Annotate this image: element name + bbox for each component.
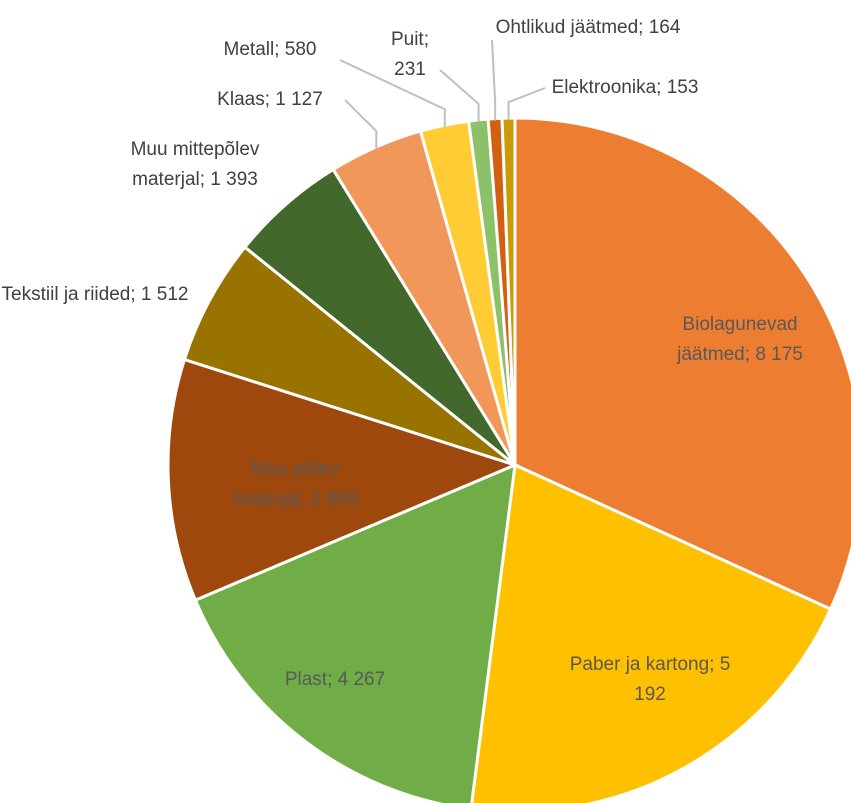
value-label: 164 xyxy=(648,17,681,38)
category-name: Plast xyxy=(284,669,328,690)
label-separator: ; xyxy=(327,669,338,690)
data-label: Ohtlikud jäätmed; 164 xyxy=(458,13,718,43)
data-label: Plast; 4 267 xyxy=(255,665,415,695)
data-label: Muu põlev materjal; 2 899 xyxy=(225,455,365,515)
label-separator: ; xyxy=(199,169,211,190)
data-label: Metall; 580 xyxy=(195,35,345,65)
label-separator: ; xyxy=(299,489,311,510)
value-label: 2 899 xyxy=(310,489,358,510)
label-separator: ; xyxy=(744,344,756,365)
label-separator: ; xyxy=(264,89,276,110)
data-label: Muu mittepõlev materjal; 1 393 xyxy=(95,135,295,195)
data-label: Puit; 231 xyxy=(380,25,440,85)
category-name: Klaas xyxy=(217,89,265,110)
data-label: Tekstiil ja riided; 1 512 xyxy=(0,280,195,310)
leader-line xyxy=(339,59,446,128)
value-label: 1 127 xyxy=(275,89,323,110)
value-label: 231 xyxy=(394,59,426,80)
pie-slice xyxy=(193,462,517,803)
data-label: Paber ja kartong; 5 192 xyxy=(555,650,745,710)
category-name: Elektroonika xyxy=(551,77,657,98)
category-name: Tekstiil ja riided xyxy=(1,284,131,305)
label-separator: ; xyxy=(130,284,141,305)
value-label: 1 393 xyxy=(210,169,258,190)
category-name: Puit xyxy=(390,29,424,50)
label-separator: ; xyxy=(423,29,435,50)
data-label: Biolagunevad jäätmed; 8 175 xyxy=(655,310,825,370)
pie-slice xyxy=(513,116,851,612)
value-label: 1 512 xyxy=(140,284,189,305)
leader-line xyxy=(344,99,378,150)
category-name: Metall xyxy=(223,39,275,60)
pie-slice xyxy=(166,357,520,603)
label-separator: ; xyxy=(274,39,285,60)
category-name: Paber ja kartong xyxy=(569,654,710,675)
leader-line xyxy=(439,69,480,122)
leader-line xyxy=(491,39,497,121)
data-label: Elektroonika; 153 xyxy=(530,73,720,103)
pie-slice xyxy=(182,245,516,467)
pie-slice xyxy=(470,462,833,803)
value-label: 5 192 xyxy=(634,654,736,705)
label-separator: ; xyxy=(709,654,720,675)
category-name: Biolagunevad jäätmed xyxy=(677,314,803,365)
data-label: Klaas; 1 127 xyxy=(195,85,345,115)
value-label: 8 175 xyxy=(755,344,803,365)
category-name: Muu mittepõlev materjal xyxy=(130,139,265,190)
label-separator: ; xyxy=(638,17,649,38)
category-name: Muu põlev materjal xyxy=(232,459,345,510)
leader-line xyxy=(507,87,546,121)
category-name: Ohtlikud jäätmed xyxy=(495,17,639,38)
label-separator: ; xyxy=(656,77,667,98)
value-label: 580 xyxy=(284,39,317,60)
value-label: 153 xyxy=(666,77,699,98)
value-label: 4 267 xyxy=(337,669,386,690)
